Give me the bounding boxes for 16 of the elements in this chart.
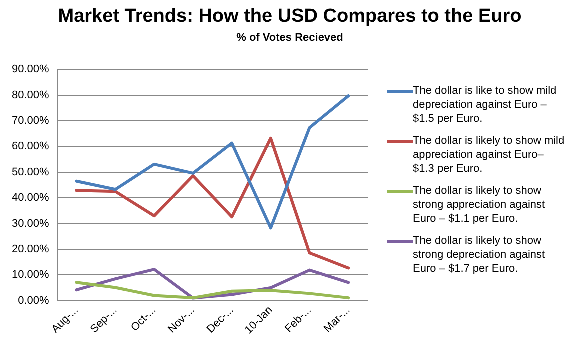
legend-label: The dollar is like to show mild depreciation against Euro –$1.5 per Euro.	[413, 84, 558, 126]
legend-label: The dollar is likely to show strong appreciation against Euro – $1.1 per Euro.	[413, 184, 546, 226]
y-tick-label: 70.00%	[12, 115, 50, 128]
y-tick-label: 20.00%	[12, 244, 50, 256]
y-tick-label: 10.00%	[12, 269, 50, 282]
y-tick-label: 90.00%	[12, 64, 50, 76]
y-tick-label: 60.00%	[12, 140, 50, 153]
y-tick-label: 50.00%	[12, 166, 50, 178]
y-tick-label: 0.00%	[18, 294, 50, 307]
y-tick-label: 40.00%	[12, 192, 50, 204]
legend-label: The dollar is likely to show mild appreciation against Euro– $1.3 per Euro.	[413, 134, 565, 176]
chart-title: Market Trends: How the USD Compares to the Euro	[57, 6, 523, 28]
legend-label: The dollar is likely to show strong depreciation against Euro – $1.7 per Euro.	[413, 234, 546, 276]
y-tick-label: 80.00%	[12, 89, 50, 102]
y-tick-label: 30.00%	[12, 218, 50, 230]
chart-subtitle: % of Votes Recieved	[236, 32, 344, 44]
